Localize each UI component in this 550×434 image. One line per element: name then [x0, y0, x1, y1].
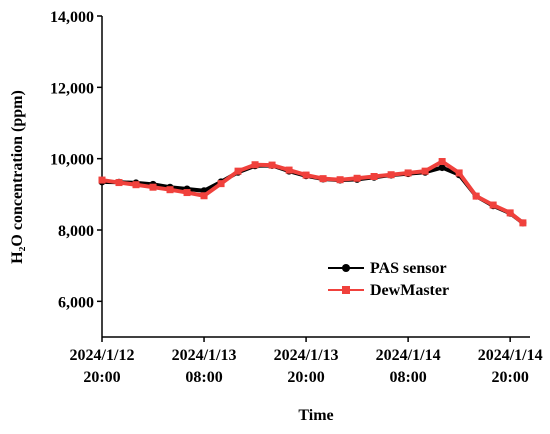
y-tick-label: 10,000: [50, 152, 94, 169]
y-tick-label: 12,000: [50, 80, 94, 97]
data-point: [319, 175, 327, 183]
data-point: [489, 201, 497, 209]
legend-marker: [342, 286, 350, 294]
data-point: [268, 161, 276, 169]
y-axis-label: H₂O concentration (ppm): [9, 90, 26, 264]
y-tick-label: 8,000: [58, 223, 94, 240]
data-point: [115, 179, 123, 187]
data-point: [166, 186, 174, 194]
data-point: [234, 167, 242, 175]
data-point: [217, 180, 225, 188]
y-tick-label: 6,000: [58, 294, 94, 311]
data-point: [285, 166, 293, 174]
data-point: [149, 183, 157, 191]
data-point: [455, 169, 463, 177]
data-point: [251, 161, 259, 169]
legend-label: DewMaster: [370, 282, 449, 299]
legend-label: PAS sensor: [370, 260, 447, 277]
data-point: [98, 176, 106, 184]
data-point: [404, 169, 412, 177]
data-point: [353, 174, 361, 182]
data-point: [519, 219, 527, 227]
data-point: [183, 189, 191, 197]
data-point: [200, 192, 208, 200]
data-point: [370, 173, 378, 180]
data-point: [472, 192, 480, 200]
x-tick-label: 2024/1/12 20:00: [70, 347, 135, 386]
x-tick-label: 2024/1/13 20:00: [274, 347, 339, 386]
data-point: [438, 158, 446, 166]
x-tick-label: 2024/1/14 20:00: [478, 347, 543, 386]
data-point: [132, 181, 140, 189]
x-tick-label: 2024/1/14 08:00: [376, 347, 441, 386]
data-point: [506, 209, 514, 217]
x-tick-label: 2024/1/13 08:00: [172, 347, 237, 386]
legend-marker: [342, 264, 350, 272]
data-point: [387, 171, 395, 179]
data-point: [336, 176, 344, 184]
data-point: [438, 164, 446, 172]
x-axis-label: Time: [298, 407, 333, 424]
y-tick-label: 14,000: [50, 9, 94, 26]
data-point: [302, 171, 310, 179]
data-point: [421, 167, 429, 175]
